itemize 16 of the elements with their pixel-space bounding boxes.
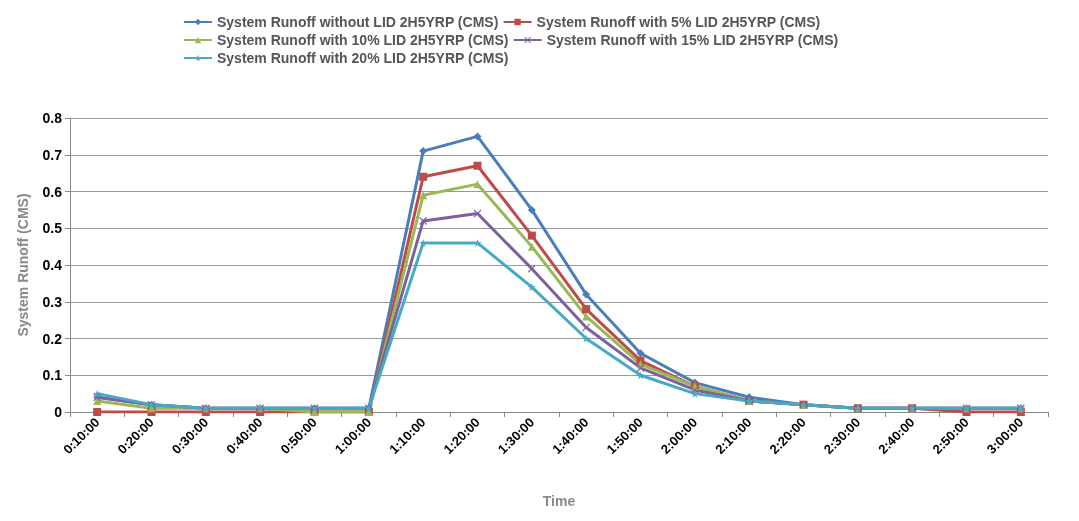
legend-label: System Runoff with 5% LID 2H5YRP (CMS) [536, 14, 821, 30]
legend-label: System Runoff with 20% LID 2H5YRP (CMS) [217, 50, 509, 66]
y-tick-label: 0.4 [42, 257, 63, 273]
y-tick-label: 0.6 [42, 183, 63, 200]
y-tick-label: 0.2 [42, 330, 63, 347]
y-tick-label: 0.3 [42, 293, 63, 310]
y-tick-label: 0 [54, 404, 63, 420]
legend-label: System Runoff with 15% LID 2H5YRP (CMS) [546, 32, 839, 48]
y-tick-label: 0.1 [42, 367, 63, 384]
x-axis-title: Time [542, 493, 576, 509]
legend-label: System Runoff with 10% LID 2H5YRP (CMS) [217, 32, 509, 48]
y-axis-title: System Runoff (CMS) [15, 193, 31, 337]
y-tick-label: 0.8 [42, 110, 63, 126]
y-tick-label: 0.5 [42, 220, 63, 237]
legend-label: System Runoff without LID 2H5YRP (CMS) [217, 14, 499, 30]
y-tick-label: 0.7 [42, 146, 63, 163]
